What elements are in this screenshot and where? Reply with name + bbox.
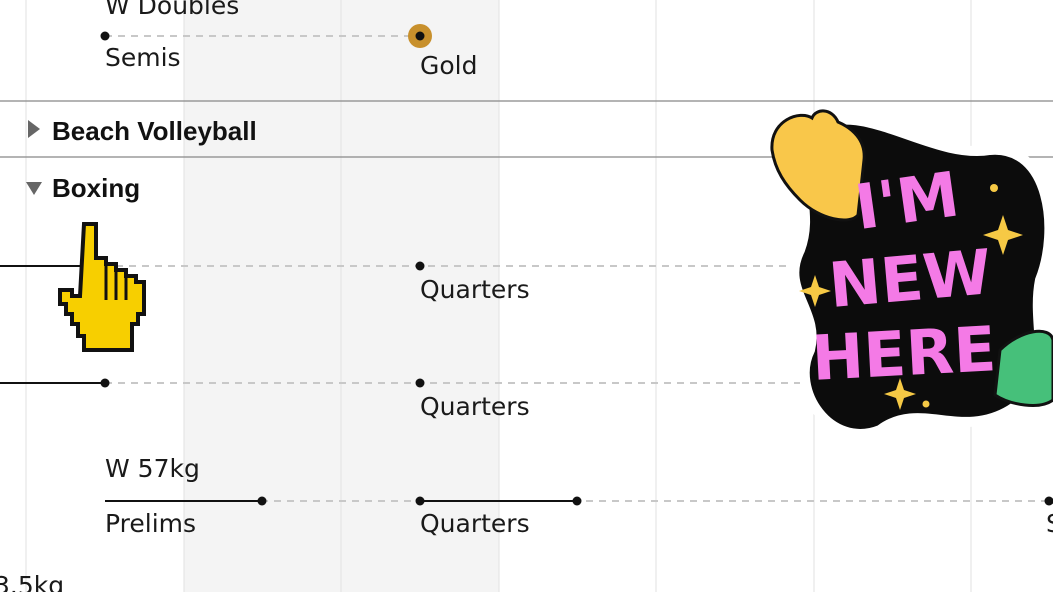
stage-dot (415, 378, 425, 388)
sticker-text: I'M (851, 157, 964, 244)
sticker-text: HERE (810, 312, 998, 395)
stage-label: Prelims (105, 509, 196, 538)
stage-label: Quarters (420, 392, 530, 421)
event-name: W 57kg (105, 454, 200, 483)
stage-dot (415, 261, 425, 271)
stage-label: Semis (105, 43, 181, 72)
sport-name[interactable]: Beach Volleyball (52, 116, 257, 146)
event-name: 3.5kg (0, 571, 64, 592)
sport-name[interactable]: Boxing (52, 173, 140, 203)
stage-label: Quarters (420, 509, 530, 538)
sticker-text: NEW (826, 235, 994, 322)
stage-dot (100, 378, 110, 388)
collapse-arrow[interactable] (26, 182, 42, 195)
stage-label: S (1046, 509, 1053, 538)
stage-dot (257, 496, 267, 506)
stage-dot (572, 496, 582, 506)
stage-label: Gold (420, 51, 477, 80)
stage-dot (415, 31, 425, 41)
stage-dot (415, 496, 425, 506)
stage-label: Quarters (420, 275, 530, 304)
stage-dot (100, 31, 110, 41)
hand-cursor (58, 222, 146, 352)
event-name: W Doubles (105, 0, 239, 20)
expand-arrow[interactable] (28, 120, 40, 138)
new-here-sticker: I'M NEW HERE (770, 109, 1053, 439)
stage-dot (1044, 496, 1053, 506)
